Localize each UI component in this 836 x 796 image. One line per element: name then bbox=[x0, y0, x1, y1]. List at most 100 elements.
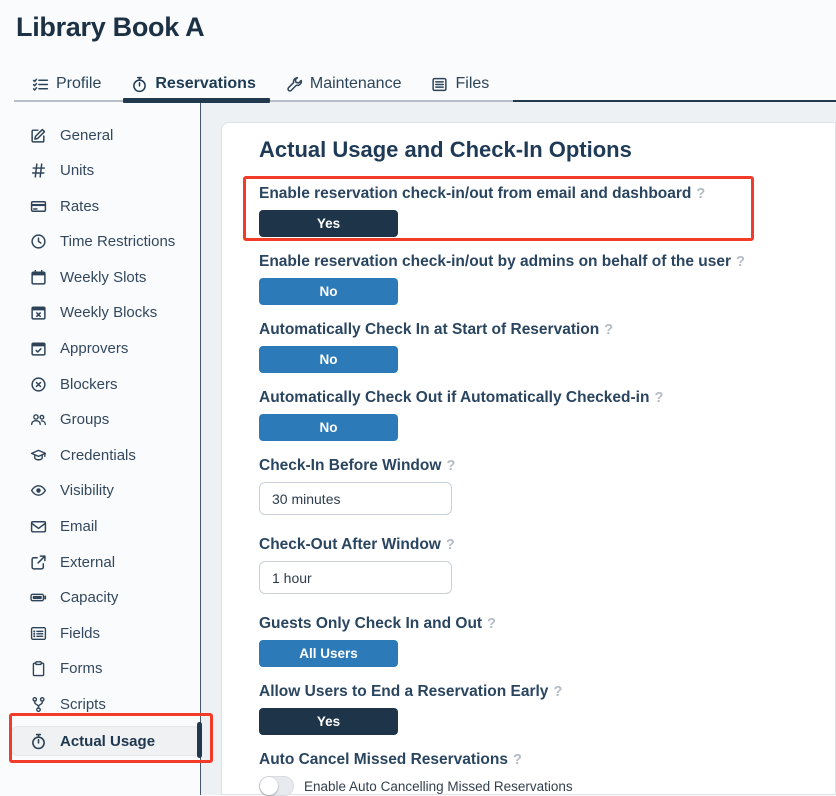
sidebar-item-label: Fields bbox=[60, 624, 101, 642]
sidebar-item-weekly-blocks[interactable]: Weekly Blocks bbox=[12, 299, 199, 327]
sidebar-item-label: Capacity bbox=[60, 589, 119, 607]
sidebar-item-visibility[interactable]: Visibility bbox=[12, 477, 199, 505]
setting-auto-checkout-if-checkedin: Automatically Check Out if Automatically… bbox=[259, 388, 805, 441]
setting-label: Guests Only Check In and Out bbox=[259, 615, 483, 632]
sidebar-item-label: Groups bbox=[60, 411, 110, 429]
auto-cancel-switch[interactable] bbox=[259, 776, 294, 796]
graduation-cap-icon bbox=[30, 447, 47, 464]
sidebar-item-label: Approvers bbox=[60, 340, 129, 358]
sidebar-item-label: Scripts bbox=[60, 696, 106, 713]
sidebar-item-scripts[interactable]: Scripts bbox=[12, 691, 199, 719]
sidebar-item-label: Blockers bbox=[60, 375, 118, 393]
sidebar-item-label: Weekly Slots bbox=[60, 268, 147, 286]
help-icon[interactable]: ? bbox=[696, 186, 706, 202]
sidebar-scrollbar-thumb[interactable] bbox=[197, 722, 202, 758]
sidebar-item-label: Actual Usage bbox=[60, 732, 156, 750]
setting-auto-checkin-at-start: Automatically Check In at Start of Reser… bbox=[259, 320, 805, 373]
sidebar-item-rates[interactable]: Rates bbox=[12, 192, 199, 220]
settings-sidebar: General Units Rates Time Restrictions We… bbox=[11, 121, 200, 764]
sidebar-item-label: External bbox=[60, 553, 116, 571]
setting-label: Enable reservation check-in/out from ema… bbox=[259, 185, 692, 202]
sidebar-item-email[interactable]: Email bbox=[12, 513, 199, 541]
tab-reservations[interactable]: Reservations bbox=[129, 75, 258, 93]
settings-panel: Actual Usage and Check-In Options Enable… bbox=[221, 122, 836, 796]
help-icon[interactable]: ? bbox=[445, 537, 455, 553]
sidebar-item-groups[interactable]: Groups bbox=[12, 406, 199, 434]
stopwatch-icon bbox=[131, 76, 148, 93]
switch-knob bbox=[260, 777, 278, 795]
setting-checkout-after-window: Check-Out After Window? bbox=[259, 535, 805, 594]
calendar-check-icon bbox=[30, 340, 47, 357]
setting-allow-end-reservation-early: Allow Users to End a Reservation Early? … bbox=[259, 682, 805, 735]
toggle-button-yes[interactable]: Yes bbox=[259, 210, 398, 237]
credit-card-icon bbox=[30, 198, 47, 215]
sidebar-item-blockers[interactable]: Blockers bbox=[12, 370, 199, 398]
clock-icon bbox=[30, 233, 47, 250]
setting-label: Automatically Check Out if Automatically… bbox=[259, 389, 650, 406]
sidebar-item-label: Weekly Blocks bbox=[60, 304, 158, 322]
sidebar-item-label: Visibility bbox=[60, 482, 114, 500]
setting-label: Check-Out After Window bbox=[259, 536, 441, 553]
x-circle-icon bbox=[30, 376, 47, 393]
tab-bar: Profile Reservations Maintenance Files bbox=[30, 70, 491, 98]
sidebar-item-label: General bbox=[60, 126, 114, 144]
setting-guests-only-checkinout: Guests Only Check In and Out? All Users bbox=[259, 614, 805, 667]
checklist-icon bbox=[32, 76, 49, 93]
sidebar-item-fields[interactable]: Fields bbox=[12, 619, 199, 647]
sidebar-item-capacity[interactable]: Capacity bbox=[12, 584, 199, 612]
tab-bar-divider bbox=[14, 100, 836, 102]
setting-enable-checkinout-admins: Enable reservation check-in/out by admin… bbox=[259, 252, 805, 305]
checkin-before-window-input[interactable] bbox=[259, 482, 452, 515]
sidebar-item-label: Rates bbox=[60, 197, 100, 215]
sidebar-item-general[interactable]: General bbox=[12, 121, 199, 149]
toggle-button-no[interactable]: No bbox=[259, 346, 398, 373]
external-link-icon bbox=[30, 554, 47, 571]
help-icon[interactable]: ? bbox=[553, 684, 563, 700]
tab-files[interactable]: Files bbox=[429, 75, 491, 93]
help-icon[interactable]: ? bbox=[654, 390, 664, 406]
wrench-icon bbox=[286, 76, 303, 93]
eye-icon bbox=[30, 482, 47, 499]
tab-maintenance[interactable]: Maintenance bbox=[284, 75, 404, 93]
tab-label: Maintenance bbox=[309, 75, 402, 92]
sidebar-item-label: Units bbox=[60, 162, 95, 180]
branch-icon bbox=[30, 696, 47, 713]
sidebar-item-weekly-slots[interactable]: Weekly Slots bbox=[12, 263, 199, 291]
tab-label: Profile bbox=[56, 75, 102, 92]
help-icon[interactable]: ? bbox=[736, 254, 745, 270]
toggle-button-all-users[interactable]: All Users bbox=[259, 640, 398, 667]
checkout-after-window-input[interactable] bbox=[259, 561, 452, 594]
stopwatch-icon bbox=[30, 733, 47, 750]
sidebar-item-label: Time Restrictions bbox=[60, 233, 176, 251]
clipboard-icon bbox=[30, 660, 47, 677]
calendar-x-icon bbox=[30, 304, 47, 321]
battery-icon bbox=[30, 589, 47, 606]
sidebar-item-approvers[interactable]: Approvers bbox=[12, 335, 199, 363]
sidebar-item-external[interactable]: External bbox=[12, 548, 199, 576]
edit-icon bbox=[30, 127, 47, 144]
page-title: Library Book A bbox=[16, 12, 205, 42]
help-icon[interactable]: ? bbox=[487, 616, 496, 632]
setting-label: Automatically Check In at Start of Reser… bbox=[259, 321, 600, 338]
help-icon[interactable]: ? bbox=[446, 458, 456, 474]
toggle-button-no[interactable]: No bbox=[259, 414, 398, 441]
tab-profile[interactable]: Profile bbox=[30, 75, 103, 93]
setting-label: Enable reservation check-in/out by admin… bbox=[259, 253, 731, 270]
sidebar-item-label: Credentials bbox=[60, 446, 136, 464]
sidebar-item-units[interactable]: Units bbox=[12, 157, 199, 185]
sidebar-item-forms[interactable]: Forms bbox=[12, 655, 199, 683]
setting-auto-cancel-missed: Auto Cancel Missed Reservations? Enable … bbox=[259, 750, 805, 796]
sidebar-item-time-restrictions[interactable]: Time Restrictions bbox=[12, 228, 199, 256]
setting-label: Allow Users to End a Reservation Early bbox=[259, 683, 549, 700]
setting-enable-checkinout-email-dashboard: Enable reservation check-in/out from ema… bbox=[259, 184, 805, 237]
setting-label: Check-In Before Window bbox=[259, 457, 442, 474]
sidebar-item-actual-usage[interactable]: Actual Usage bbox=[11, 726, 200, 757]
toggle-button-no[interactable]: No bbox=[259, 278, 398, 305]
help-icon[interactable]: ? bbox=[512, 752, 522, 768]
tab-label: Reservations bbox=[155, 75, 256, 92]
toggle-button-yes[interactable]: Yes bbox=[259, 708, 398, 735]
calendar-icon bbox=[30, 269, 47, 286]
card-list-icon bbox=[30, 625, 47, 642]
help-icon[interactable]: ? bbox=[604, 322, 614, 338]
sidebar-item-credentials[interactable]: Credentials bbox=[12, 441, 199, 469]
